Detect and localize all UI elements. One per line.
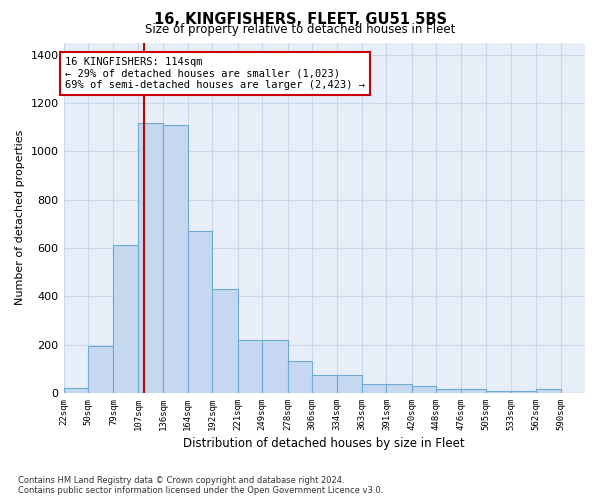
Bar (287, 361, 312, 393)
Bar (188, 231, 212, 393)
Bar (64, 388, 88, 393)
Bar (88, 346, 113, 393)
X-axis label: Distribution of detached houses by size in Fleet: Distribution of detached houses by size … (184, 437, 465, 450)
Bar (511, 390, 536, 393)
Bar (262, 340, 287, 393)
Text: 16 KINGFISHERS: 114sqm
← 29% of detached houses are smaller (1,023)
69% of semi-: 16 KINGFISHERS: 114sqm ← 29% of detached… (65, 57, 365, 90)
Bar (212, 289, 238, 393)
Text: 16, KINGFISHERS, FLEET, GU51 5BS: 16, KINGFISHERS, FLEET, GU51 5BS (154, 12, 446, 28)
Bar (238, 340, 262, 393)
Bar (536, 388, 560, 393)
Text: Contains HM Land Registry data © Crown copyright and database right 2024.
Contai: Contains HM Land Registry data © Crown c… (18, 476, 383, 495)
Bar (412, 386, 436, 393)
Bar (436, 388, 461, 393)
Bar (362, 384, 386, 393)
Text: Size of property relative to detached houses in Fleet: Size of property relative to detached ho… (145, 22, 455, 36)
Bar (386, 384, 412, 393)
Bar (461, 388, 486, 393)
Y-axis label: Number of detached properties: Number of detached properties (15, 130, 25, 306)
Bar (486, 390, 511, 393)
Bar (113, 244, 138, 393)
Bar (163, 124, 188, 393)
Bar (337, 375, 362, 393)
Bar (138, 124, 163, 393)
Bar (312, 375, 337, 393)
